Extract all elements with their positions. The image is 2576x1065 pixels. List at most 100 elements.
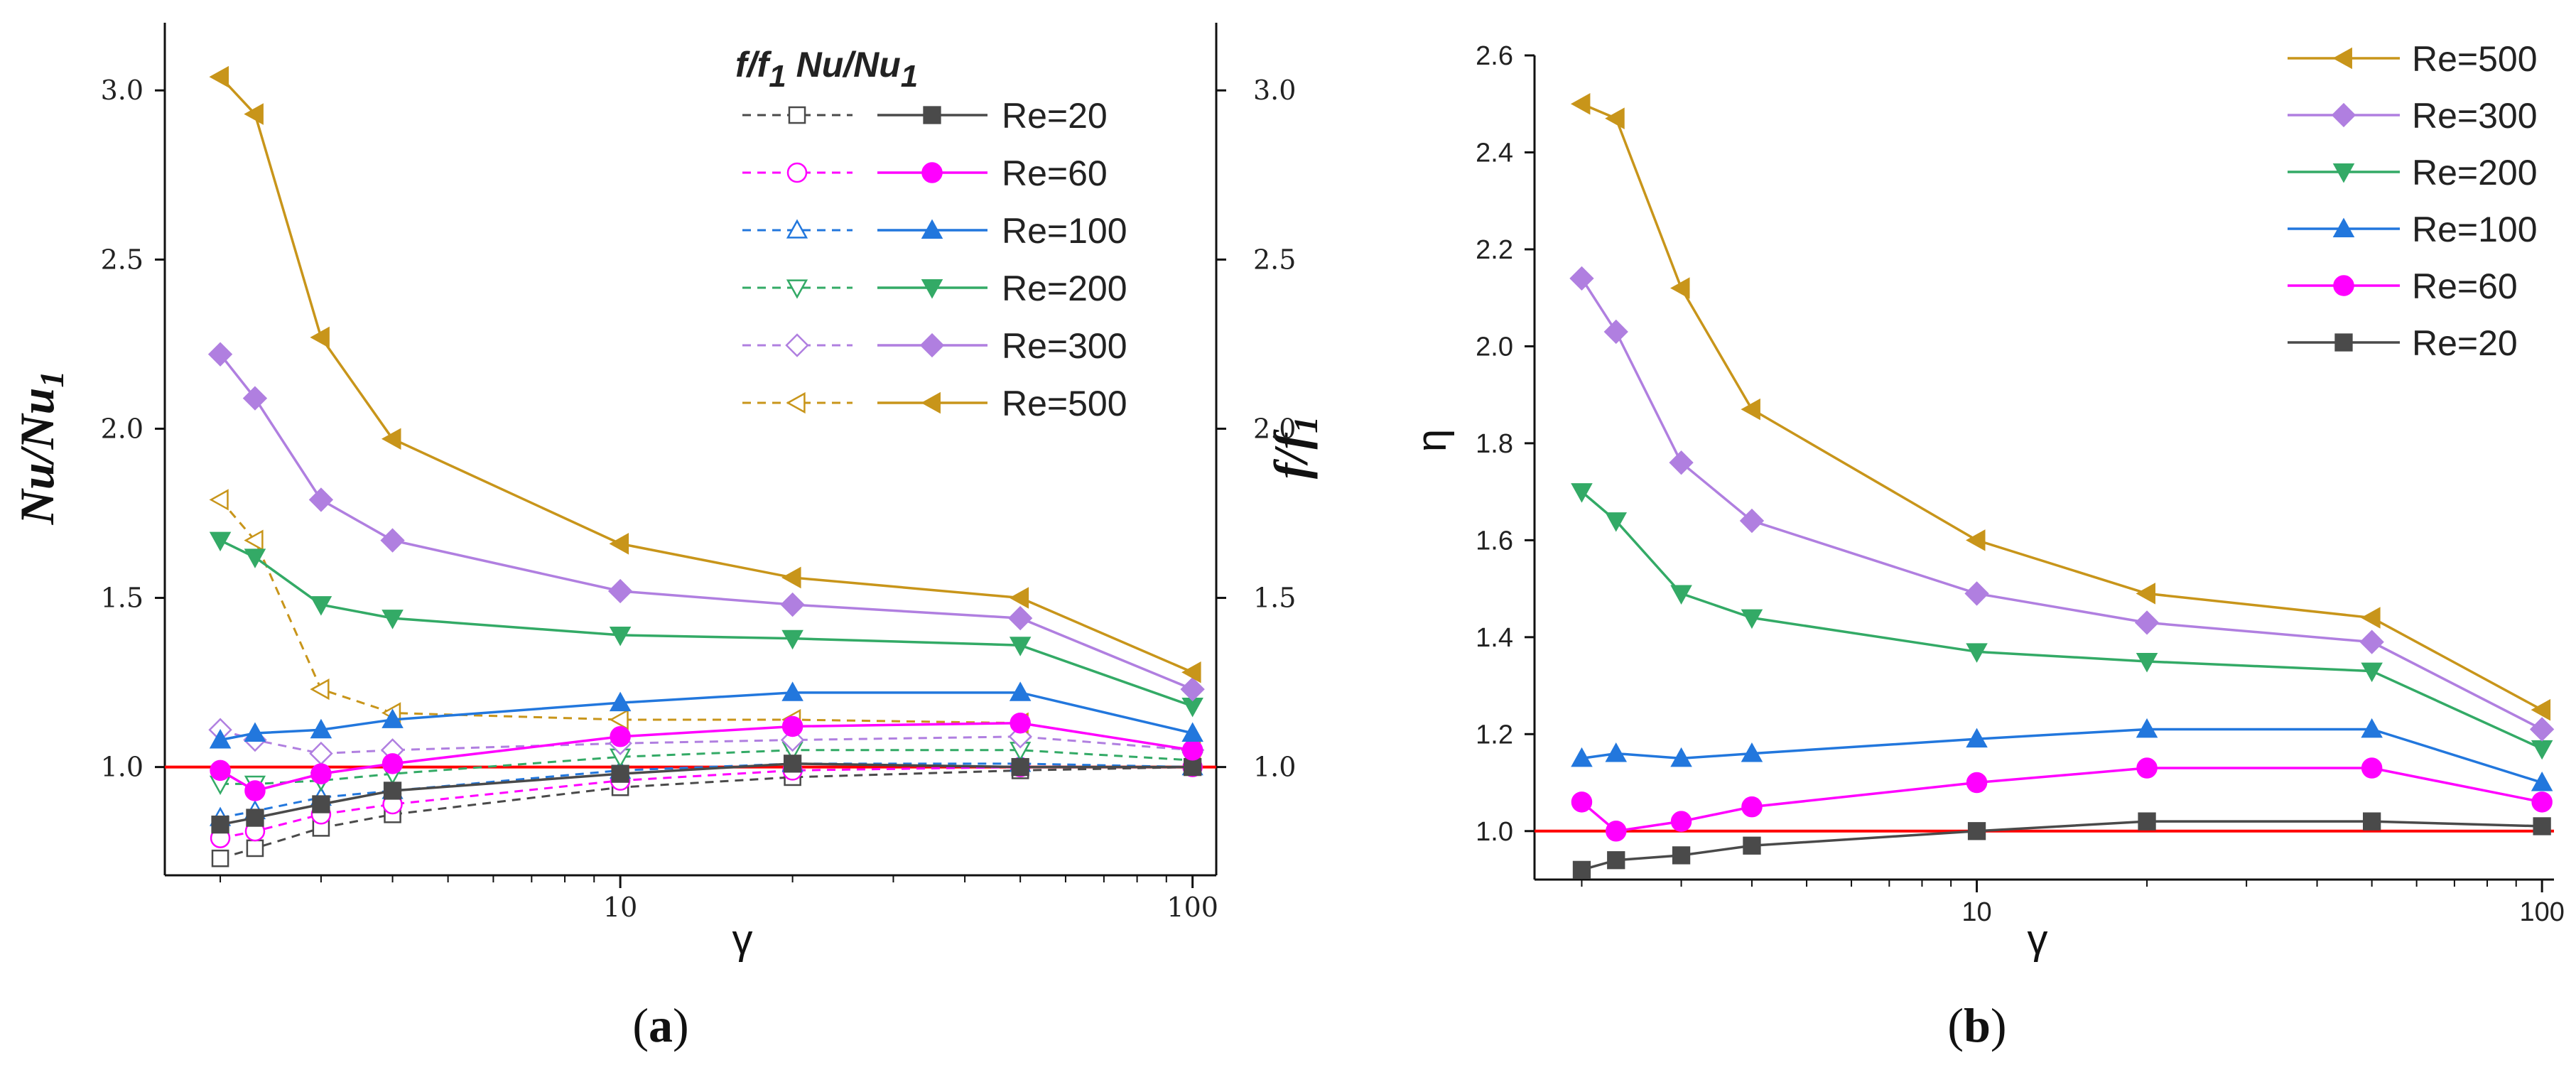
panel-a-point-nu-Re=20 [611, 764, 629, 783]
panel-a-series-line-nu-Re=300 [219, 353, 1194, 691]
panel-b-point-Re=20 [2533, 817, 2551, 836]
caption-b: (b) [1947, 998, 2006, 1052]
panel-b-point-Re=500 [2361, 607, 2381, 629]
legend-b-marker [2333, 275, 2354, 296]
panel-b-y-tick-label: 2.6 [1476, 41, 1513, 71]
panel-a-point-nu-Re=20 [1184, 757, 1202, 777]
legend-a-filled-marker [921, 391, 941, 414]
panel-a-point-nu-Re=100 [209, 728, 232, 749]
legend-a-label: Re=60 [1002, 153, 1108, 193]
panel-b-series-line-Re=20 [1581, 820, 2543, 872]
panel-a-left-tick-label: 2.5 [101, 244, 144, 275]
legend-a-filled-marker [923, 106, 941, 124]
panel-a-point-nu-Re=200 [209, 531, 232, 552]
panel-a-point-nu-Re=300 [1180, 676, 1205, 702]
panel-b-point-Re=500 [1966, 529, 1986, 551]
panel-a-point-nu-Re=500 [209, 65, 229, 88]
panel-a-x-tick-label: 100 [1167, 892, 1218, 923]
panel-a-right-tick-label: 1.0 [1253, 752, 1296, 783]
panel-b-point-Re=300 [2134, 610, 2160, 635]
legend-a-filled-marker [921, 162, 943, 183]
panel-a-point-nu-Re=300 [607, 578, 633, 604]
panel-b-point-Re=500 [1670, 277, 1690, 299]
legend-a-label: Re=200 [1002, 269, 1127, 308]
panel-a-point-f-Re=300 [309, 741, 333, 766]
panel-a-legend: Re=20 Re=60 Re=100 Re=200 Re=300 Re=500 [742, 96, 1127, 423]
panel-a-point-nu-Re=60 [210, 759, 231, 782]
panel-a-series-line-f-Re=60 [220, 766, 1193, 840]
panel-a-series-line-nu-Re=200 [220, 539, 1194, 708]
panel-b-y-tick-label: 2.4 [1476, 138, 1513, 168]
panel-b-point-Re=500 [1605, 107, 1625, 129]
panel-a-series-line-nu-Re=60 [220, 721, 1193, 792]
panel-b-point-Re=100 [1741, 742, 1763, 762]
panel-b-series-line-Re=200 [1581, 490, 2543, 750]
panel-b-point-Re=20 [1743, 836, 1761, 855]
panel-a-point-f-Re=500 [244, 529, 264, 551]
legend-a-label: Re=500 [1002, 384, 1127, 423]
panel-b-point-Re=100 [1571, 747, 1593, 767]
legend-a-filled-marker [921, 279, 943, 299]
panel-a-point-nu-Re=500 [381, 428, 401, 450]
panel-b-point-Re=100 [2361, 718, 2383, 738]
panel-a-series-line-f-Re=20 [220, 766, 1193, 860]
legend-b-marker [2331, 102, 2356, 128]
panel-a-series-line-f-Re=300 [220, 728, 1193, 755]
panel-b-y-tick-label: 2.2 [1476, 235, 1513, 265]
legend-b-label: Re=20 [2412, 323, 2518, 363]
panel-b-chart: η γ 1.0 1.2 1.4 1.6 1.8 2.0 2.2 2.4 2.6 10 100 Re=5… [1409, 39, 2565, 963]
panel-a-left-tick-label: 1.5 [101, 583, 144, 614]
panel-a-point-nu-Re=500 [310, 326, 330, 349]
panel-a-point-nu-Re=500 [244, 103, 264, 125]
panel-b-point-Re=200 [2136, 652, 2158, 673]
panel-a-point-nu-Re=20 [246, 809, 264, 827]
panel-b-y-tick-label: 1.2 [1476, 720, 1513, 750]
panel-a-left-tick-label: 3.0 [101, 75, 144, 106]
panel-a-point-nu-Re=100 [244, 722, 266, 742]
panel-a-point-nu-Re=300 [308, 487, 334, 512]
panel-a-point-nu-Re=100 [1181, 722, 1203, 742]
panel-a-point-nu-Re=200 [381, 610, 404, 629]
panel-a-point-nu-Re=60 [1181, 740, 1203, 761]
panel-b-point-Re=300 [1964, 581, 1989, 606]
panel-b-point-Re=300 [2359, 629, 2384, 654]
legend-b-marker [2332, 47, 2352, 70]
panel-a-point-nu-Re=500 [1009, 587, 1029, 609]
panel-a-point-nu-Re=200 [310, 596, 332, 616]
panel-a-point-f-Re=20 [211, 849, 229, 867]
panel-b-point-Re=200 [1670, 585, 1692, 605]
panel-a-x-tick-label: 10 [603, 892, 637, 923]
panel-b-series-line-Re=100 [1581, 728, 2543, 784]
panel-b-legend: Re=500 Re=300 Re=200 Re=100 Re=60 Re=20 [2288, 39, 2538, 363]
panel-b-point-Re=60 [1670, 811, 1692, 832]
panel-b-point-Re=500 [2531, 698, 2551, 721]
panel-a-point-f-Re=500 [209, 489, 229, 511]
panel-a-point-nu-Re=100 [781, 681, 803, 701]
legend-b-marker [2332, 217, 2355, 237]
panel-b-series-line-Re=500 [1581, 102, 2543, 711]
panel-b-y-tick-label: 2.0 [1476, 332, 1513, 362]
legend-a-open-marker [786, 219, 808, 239]
panel-a-left-axis-label: Nu/Nu1 [10, 371, 71, 526]
panel-b-axes: 1.0 1.2 1.4 1.6 1.8 2.0 2.2 2.4 2.6 10 100 [1476, 41, 2565, 927]
panel-b-point-Re=20 [2362, 812, 2381, 831]
panel-b-point-Re=60 [1741, 796, 1763, 818]
panel-a-point-f-Re=500 [310, 678, 330, 701]
panel-b-point-Re=500 [2136, 583, 2156, 605]
panel-b-point-Re=60 [2136, 757, 2158, 779]
panel-a-series-line-nu-Re=100 [220, 691, 1194, 742]
panel-a-series-line-nu-Re=500 [219, 75, 1194, 674]
panel-b-y-axis-label: η [1409, 429, 1455, 452]
panel-a-point-nu-Re=200 [244, 548, 266, 568]
panel-b-point-Re=300 [1739, 508, 1765, 534]
panel-a-right-tick-label: 2.0 [1253, 413, 1296, 444]
panel-b-point-Re=20 [1572, 860, 1591, 880]
panel-a-point-nu-Re=500 [1181, 661, 1201, 683]
panel-a-legend-header: f/f1 Nu/Nu1 [735, 45, 918, 94]
panel-b-point-Re=200 [1605, 512, 1628, 532]
panel-a-point-nu-Re=200 [781, 629, 803, 650]
legend-b-label: Re=100 [2412, 210, 2538, 249]
panel-a-point-nu-Re=100 [609, 691, 632, 712]
panel-a-x-axis-label: γ [732, 917, 753, 963]
panel-b-point-Re=100 [2531, 771, 2553, 791]
